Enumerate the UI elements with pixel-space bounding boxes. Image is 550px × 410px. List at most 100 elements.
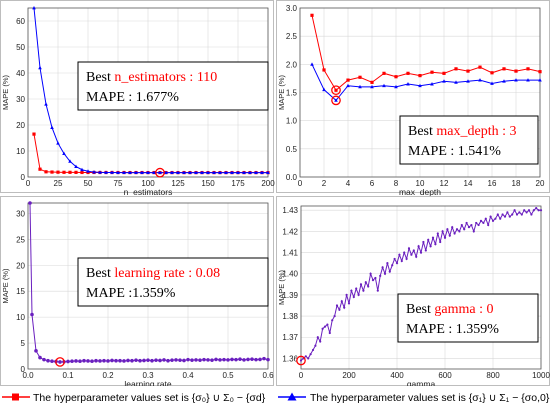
data-point	[407, 247, 411, 250]
data-point	[499, 217, 502, 220]
data-point	[206, 358, 210, 362]
x-tick-label: 0.2	[102, 371, 114, 380]
x-tick-label: 0.3	[142, 371, 154, 380]
data-point	[258, 357, 262, 362]
data-point	[370, 84, 374, 89]
x-tick-label: 2	[322, 179, 327, 188]
data-point	[262, 356, 266, 361]
data-point	[304, 355, 307, 358]
data-point	[80, 167, 84, 172]
data-point	[206, 170, 210, 175]
data-point	[326, 323, 329, 326]
data-point	[230, 170, 234, 175]
x-tick-label: 75	[114, 179, 123, 188]
data-point	[260, 170, 264, 175]
series-line-2	[311, 64, 540, 102]
data-point	[334, 98, 338, 102]
data-point	[367, 285, 370, 288]
data-point	[74, 359, 78, 363]
data-point	[218, 358, 222, 362]
data-point	[254, 357, 258, 362]
y-tick-label: 2.5	[286, 32, 298, 41]
data-point	[311, 348, 315, 352]
x-tick-label: 16	[488, 179, 497, 188]
x-tick-label: 200	[342, 371, 356, 380]
x-tick-label: 12	[440, 179, 449, 188]
data-point	[68, 159, 72, 163]
y-tick-label: 20	[16, 261, 25, 270]
data-point	[44, 102, 48, 106]
data-point	[357, 293, 360, 297]
y-tick-label: 20	[16, 121, 25, 130]
data-point	[346, 78, 350, 82]
data-point	[538, 70, 542, 74]
x-tick-label: 0.4	[182, 371, 194, 380]
x-tick-label: 0.1	[62, 371, 74, 380]
data-point	[345, 293, 348, 297]
data-point	[328, 331, 331, 335]
annotation-best-line: Best n_estimators : 110	[86, 70, 217, 85]
y-tick-label: 25	[16, 235, 25, 244]
data-point	[146, 170, 150, 175]
x-axis-label: n_estimators	[124, 187, 173, 197]
data-point	[130, 358, 134, 363]
data-point	[530, 213, 533, 216]
data-point	[343, 306, 346, 309]
data-point	[254, 170, 258, 175]
y-tick-label: 2.0	[286, 60, 298, 69]
data-point	[32, 6, 36, 10]
data-point	[503, 215, 507, 218]
y-tick-label: 1.41	[282, 249, 298, 258]
x-tick-label: 20	[536, 179, 545, 188]
data-point	[454, 80, 458, 84]
data-point	[158, 358, 162, 363]
annotation-best-line: Best max_depth : 3	[408, 124, 517, 139]
data-point	[383, 272, 387, 275]
data-point	[50, 359, 54, 364]
data-point	[128, 170, 132, 175]
data-point	[472, 230, 475, 233]
data-point	[78, 359, 82, 364]
y-tick-label: 10	[16, 147, 25, 156]
data-point	[307, 357, 310, 360]
data-point	[370, 80, 374, 84]
data-point	[386, 262, 389, 265]
x-tick-label: 18	[512, 179, 521, 188]
data-point	[369, 272, 372, 275]
data-point	[439, 240, 442, 244]
data-point	[122, 170, 126, 174]
x-tick-label: 0	[298, 179, 303, 188]
data-point	[338, 308, 341, 311]
data-point	[520, 213, 523, 216]
data-point	[454, 67, 458, 71]
plot-area	[299, 7, 541, 178]
data-point	[322, 68, 326, 72]
data-point	[28, 201, 32, 205]
data-point	[347, 302, 351, 305]
data-point	[152, 170, 156, 175]
data-point	[539, 209, 543, 212]
data-point	[422, 240, 425, 244]
legend-red-marker	[12, 393, 19, 401]
x-tick-label: 0.6	[262, 371, 274, 380]
data-point	[393, 257, 396, 261]
data-point	[56, 170, 60, 174]
data-point	[86, 359, 90, 363]
x-tick-label: 150	[201, 179, 215, 188]
data-point	[56, 141, 60, 145]
series-line-2	[33, 7, 268, 174]
annotation-prefix: Best	[406, 302, 434, 317]
data-point	[406, 71, 410, 75]
data-point	[335, 304, 339, 307]
data-point	[224, 170, 228, 175]
data-point	[412, 249, 415, 252]
data-point	[242, 358, 246, 362]
x-axis-label: gamma	[407, 379, 436, 386]
data-point	[248, 170, 252, 175]
data-point	[122, 359, 126, 363]
data-point	[321, 327, 324, 330]
y-tick-label: 0.5	[286, 145, 298, 154]
data-point	[80, 170, 84, 175]
y-tick-label: 1.0	[286, 117, 298, 126]
data-point	[443, 236, 447, 239]
